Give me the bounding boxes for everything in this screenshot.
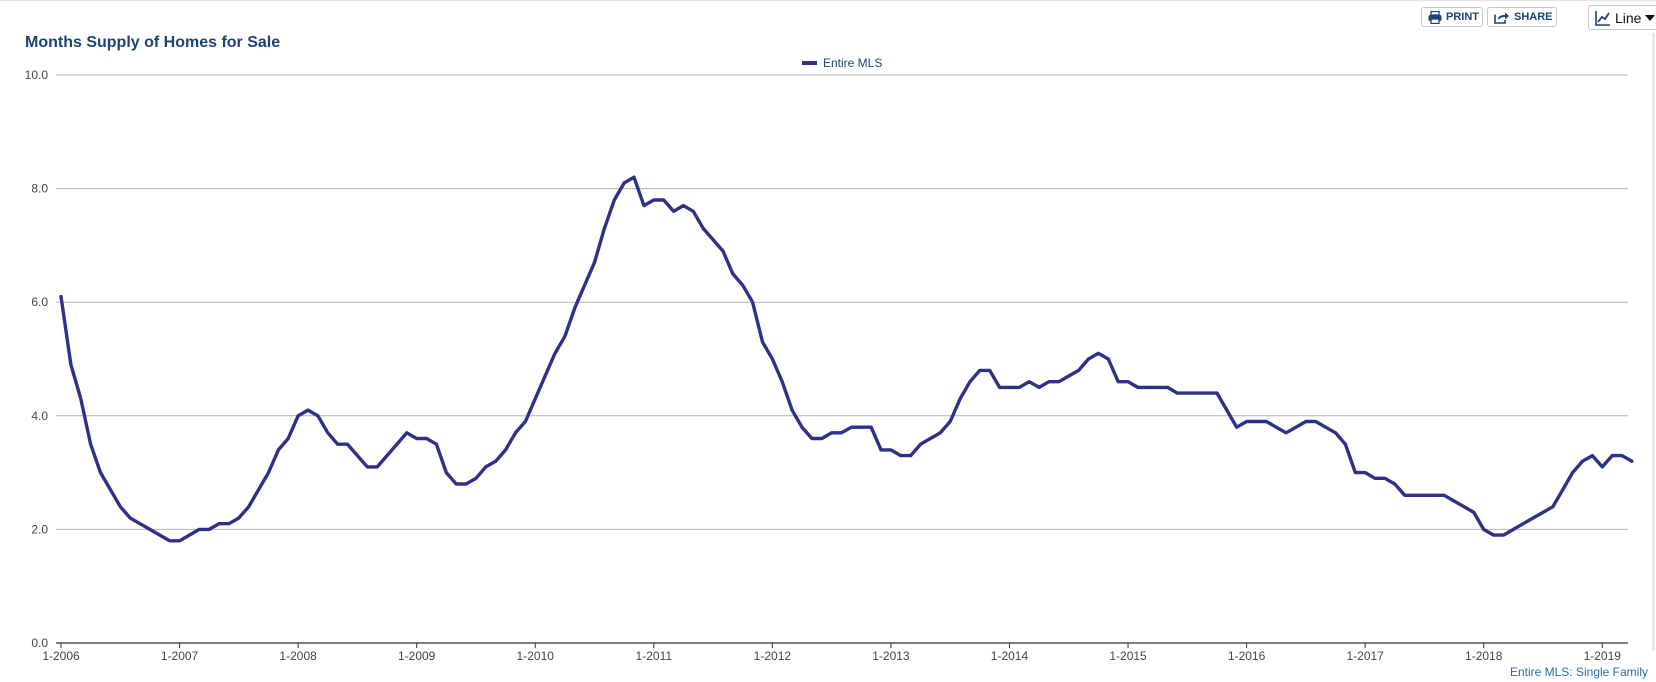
y-tick-label: 0.0: [31, 636, 48, 650]
x-tick-label: 1-2006: [42, 649, 80, 663]
y-tick-label: 2.0: [31, 522, 48, 536]
printer-icon: [1428, 10, 1442, 24]
x-tick-label: 1-2014: [991, 649, 1029, 663]
x-tick-label: 1-2018: [1465, 649, 1503, 663]
x-tick-label: 1-2011: [636, 649, 673, 663]
x-tick-label: 1-2008: [279, 649, 317, 663]
x-tick-label: 1-2019: [1584, 649, 1622, 663]
line-chart-icon: [1595, 10, 1611, 26]
share-button[interactable]: SHARE: [1487, 7, 1557, 27]
legend-label: Entire MLS: [823, 56, 883, 70]
x-tick-label: 1-2017: [1346, 649, 1384, 663]
series-layer: [59, 175, 1634, 543]
source-note: Entire MLS: Single Family: [1509, 665, 1648, 679]
x-tick-label: 1-2015: [1109, 649, 1147, 663]
y-tick-label: 6.0: [31, 295, 48, 309]
chart-type-select[interactable]: Line: [1588, 5, 1656, 30]
y-tick-label: 4.0: [31, 409, 48, 423]
chart-title: Months Supply of Homes for Sale: [25, 34, 281, 51]
chart-type-label: Line: [1615, 9, 1642, 26]
share-icon: [1494, 11, 1510, 24]
y-axis-ticks: 0.0 2.0 4.0 6.0 8.0 10.0: [25, 68, 49, 650]
scrollbar-edge: [1652, 33, 1655, 651]
series-line: [59, 175, 1634, 543]
y-tick-label: 10.0: [25, 68, 49, 82]
x-tick-label: 1-2013: [872, 649, 910, 663]
caret-down-icon: [1645, 14, 1656, 21]
legend-swatch: [802, 61, 817, 65]
x-tick-label: 1-2007: [161, 649, 199, 663]
y-tick-label: 8.0: [31, 182, 48, 196]
x-axis: 1-2006 1-2007 1-2008 1-2009 1-2010 1-2011 1-20…: [42, 642, 1628, 663]
print-label: PRINT: [1446, 11, 1479, 23]
chart-legend: Entire MLS: [802, 56, 882, 70]
x-tick-label: 1-2010: [517, 649, 555, 663]
print-button[interactable]: PRINT: [1421, 7, 1483, 27]
x-tick-label: 1-2012: [754, 649, 792, 663]
x-tick-label: 1-2009: [398, 649, 436, 663]
x-tick-label: 1-2016: [1228, 649, 1266, 663]
share-label: SHARE: [1514, 11, 1553, 23]
grid-lines: [56, 74, 1628, 530]
